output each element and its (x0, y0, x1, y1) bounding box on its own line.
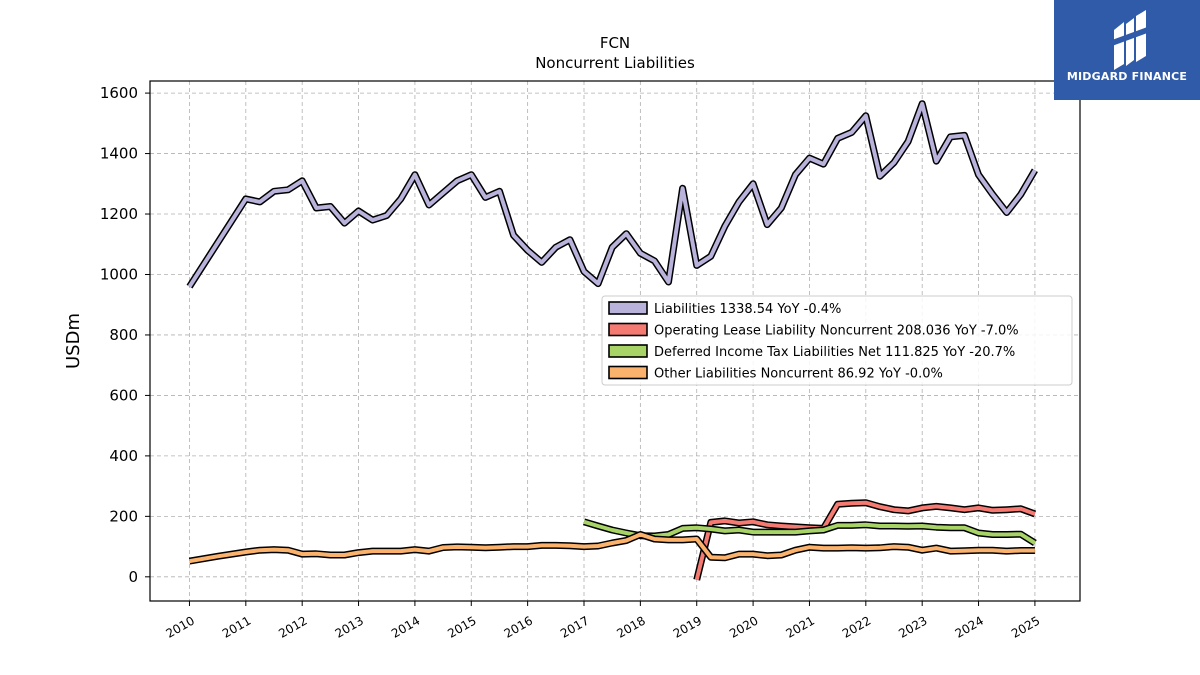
x-tick-label: 2012 (276, 613, 309, 640)
legend-entry: Liabilities 1338.54 YoY -0.4% (654, 302, 841, 317)
series-lines (186, 100, 1038, 581)
logo-mark-icon (1112, 10, 1150, 70)
y-tick-label: 1000 (100, 265, 138, 283)
chart-title: FCN (600, 34, 630, 52)
legend-entry: Other Liabilities Noncurrent 86.92 YoY -… (654, 367, 943, 382)
x-tick-label: 2023 (896, 613, 929, 640)
x-tick-label: 2010 (164, 613, 197, 640)
x-tick-label: 2022 (840, 613, 873, 640)
y-tick-label: 200 (109, 507, 138, 525)
legend-swatch (608, 365, 648, 380)
y-tick-label: 1600 (100, 84, 138, 102)
y-tick-label: 800 (109, 326, 138, 344)
chart-subtitle: Noncurrent Liabilities (535, 54, 695, 72)
legend-swatch (608, 322, 648, 337)
series-line-3 (189, 532, 1035, 564)
legend-box (601, 295, 1073, 386)
x-tick-label: 2011 (220, 613, 253, 640)
y-axis-label: USDm (63, 313, 84, 369)
brand-logo: MIDGARD FINANCE (1054, 0, 1200, 100)
y-tick-label: 600 (109, 386, 138, 404)
x-tick-label: 2020 (727, 613, 760, 640)
series-line-1 (694, 500, 1036, 581)
series-line-2 (583, 519, 1036, 545)
y-tick-label: 400 (109, 447, 138, 465)
legend: Liabilities 1338.54 YoY -0.4% Operating L… (601, 295, 1073, 386)
series-outline-0 (186, 100, 1038, 289)
legend-entry: Deferred Income Tax Liabilities Net 111.… (654, 345, 1015, 360)
x-tick-label: 2024 (953, 613, 986, 640)
x-tick-label: 2019 (671, 613, 704, 640)
y-tick-label: 0 (128, 568, 138, 586)
series-line-0 (187, 101, 1037, 288)
x-tick-label: 2018 (614, 613, 647, 640)
logo-text: MIDGARD FINANCE (1066, 70, 1188, 83)
y-tick-label: 1400 (100, 145, 138, 163)
legend-entry: Operating Lease Liability Noncurrent 208… (654, 324, 1019, 339)
series-outline-1 (693, 499, 1037, 581)
x-tick-label: 2013 (333, 613, 366, 640)
x-tick-label: 2016 (502, 613, 535, 640)
plot-frame (149, 80, 1081, 602)
x-tick-label: 2015 (445, 613, 478, 640)
x-tick-label: 2014 (389, 613, 422, 640)
x-tick-label: 2017 (558, 613, 591, 640)
x-tick-label: 2021 (784, 613, 817, 640)
legend-swatch (608, 301, 648, 315)
x-tick-label: 2025 (1009, 613, 1042, 640)
legend-swatch (608, 344, 648, 358)
y-tick-label: 1200 (100, 205, 138, 223)
